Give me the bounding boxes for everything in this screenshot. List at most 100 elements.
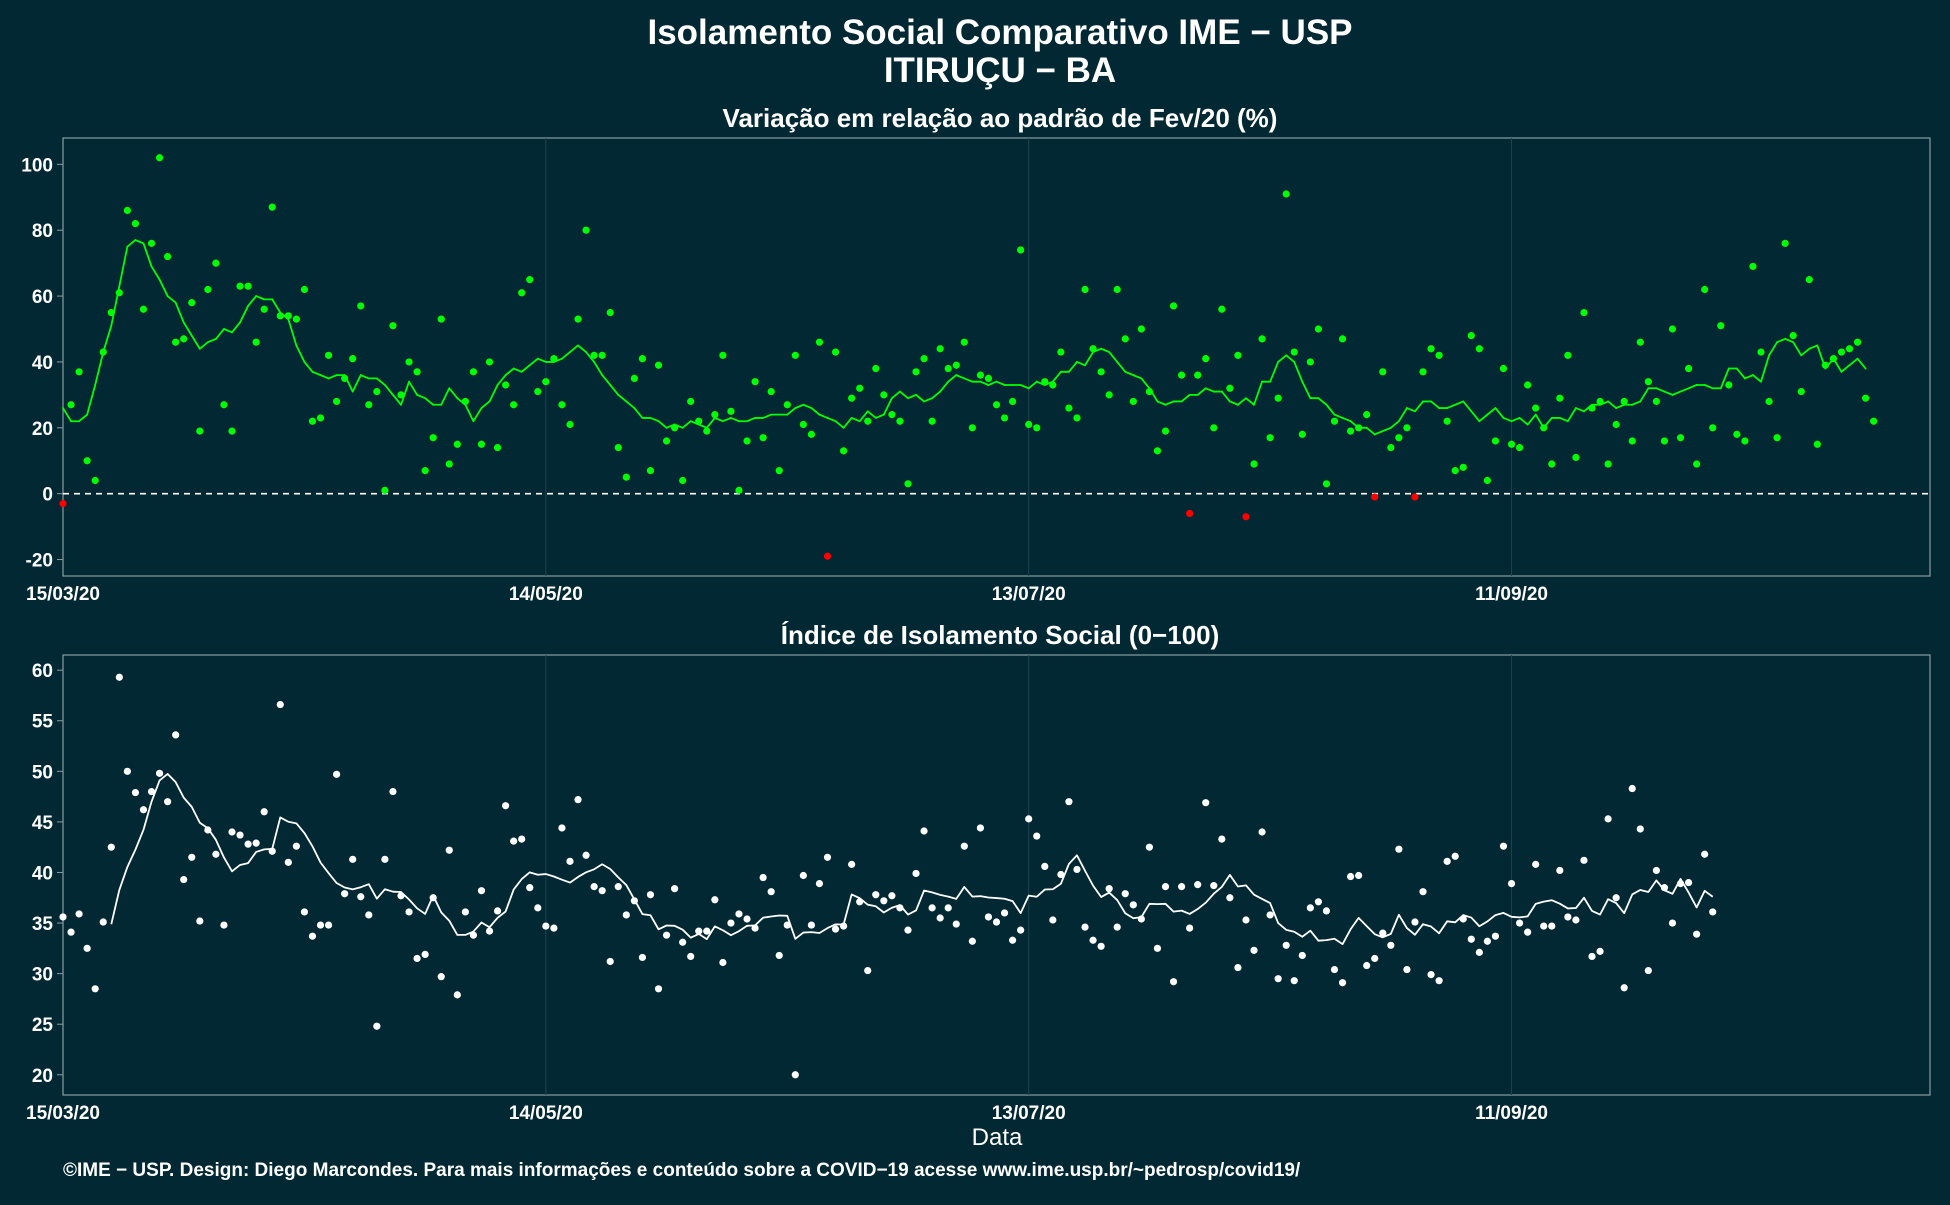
moving-average-segment (762, 413, 773, 419)
data-point (204, 826, 212, 834)
data-point (67, 401, 75, 409)
data-point (622, 473, 630, 481)
data-point (856, 898, 864, 906)
data-point (421, 950, 429, 959)
data-point (743, 437, 751, 445)
moving-average-segment (375, 377, 386, 386)
data-point (654, 985, 663, 993)
data-point (574, 315, 582, 323)
data-point (1572, 916, 1580, 924)
moving-average-segment (561, 351, 571, 360)
data-point (606, 308, 614, 317)
moving-average-segment (818, 413, 829, 419)
moving-average-segment (1663, 390, 1674, 396)
data-point (1676, 434, 1685, 442)
data-point (614, 883, 622, 891)
data-point (139, 806, 148, 814)
data-point (920, 355, 928, 363)
data-point (1153, 944, 1162, 952)
moving-average-segment (488, 384, 499, 403)
data-point (751, 924, 759, 932)
y-tick-label: 80 (32, 221, 53, 242)
data-point (1403, 424, 1411, 432)
moving-average-segment (1800, 347, 1811, 357)
data-point (526, 884, 534, 892)
moving-average-segment (1470, 410, 1481, 423)
data-point (767, 387, 775, 396)
y-tick-label: 60 (32, 287, 53, 308)
data-point (735, 910, 743, 918)
moving-average-segment (1735, 367, 1746, 380)
data-point (91, 985, 99, 993)
data-point (421, 467, 429, 475)
moving-average-segment (1462, 400, 1473, 413)
moving-average-segment (1671, 390, 1682, 396)
moving-average-segment (480, 400, 491, 409)
data-point (1097, 942, 1105, 950)
moving-average-segment (1454, 400, 1465, 406)
data-point (695, 417, 703, 425)
data-point (662, 931, 671, 939)
moving-average-segment (223, 328, 233, 334)
moving-average-segment (464, 403, 475, 423)
moving-average-segment (713, 417, 724, 423)
moving-average-segment (1253, 380, 1263, 406)
y-tick-label: 40 (32, 863, 53, 884)
data-point (1298, 951, 1306, 960)
data-point (1556, 866, 1564, 875)
x-axis-label: Data (972, 1124, 1023, 1151)
moving-average-segment (1792, 341, 1803, 357)
data-point (1475, 345, 1483, 353)
data-point (268, 847, 276, 855)
data-point (542, 922, 550, 930)
data-point (333, 397, 341, 406)
data-point (284, 312, 292, 320)
data-point (1499, 842, 1508, 850)
data-point (582, 851, 590, 859)
data-point (1443, 417, 1451, 425)
data-point (131, 220, 140, 228)
data-point (1709, 908, 1717, 916)
data-point (220, 401, 228, 409)
data-point (91, 476, 99, 485)
data-point (1395, 434, 1403, 442)
data-point (864, 417, 872, 425)
data-point (518, 835, 526, 843)
data-point (976, 824, 985, 832)
data-point (1338, 979, 1347, 987)
data-point (759, 873, 767, 882)
data-point (864, 966, 872, 975)
data-point (1628, 784, 1636, 793)
x-tick-label: 13/07/20 (992, 584, 1066, 605)
data-point (1242, 916, 1250, 924)
data-point (1113, 285, 1121, 294)
moving-average-segment (158, 278, 169, 297)
data-point (968, 937, 976, 945)
moving-average-segment (1051, 370, 1062, 383)
moving-average-segment (1848, 357, 1859, 367)
data-point (1556, 394, 1564, 402)
moving-average-segment (721, 417, 732, 423)
moving-average-segment (1558, 417, 1569, 423)
data-point (1845, 345, 1854, 353)
y-tick-label: 30 (32, 965, 53, 986)
data-point (534, 387, 542, 396)
data-point (880, 897, 888, 905)
y-tick-label: -20 (26, 551, 53, 572)
data-point (1660, 437, 1669, 445)
data-point (1693, 930, 1701, 938)
data-point (888, 892, 896, 900)
moving-average-segment (1776, 337, 1787, 344)
data-point (630, 897, 638, 905)
data-point (373, 387, 381, 396)
data-point (654, 361, 663, 369)
data-point (1813, 440, 1821, 448)
data-point (1000, 414, 1009, 422)
moving-average-segment (239, 305, 249, 324)
data-point (558, 401, 566, 409)
data-point (1491, 932, 1500, 940)
data-point (1081, 285, 1089, 294)
data-point (671, 424, 679, 432)
moving-average-segment (311, 370, 322, 377)
data-point (1057, 348, 1065, 356)
